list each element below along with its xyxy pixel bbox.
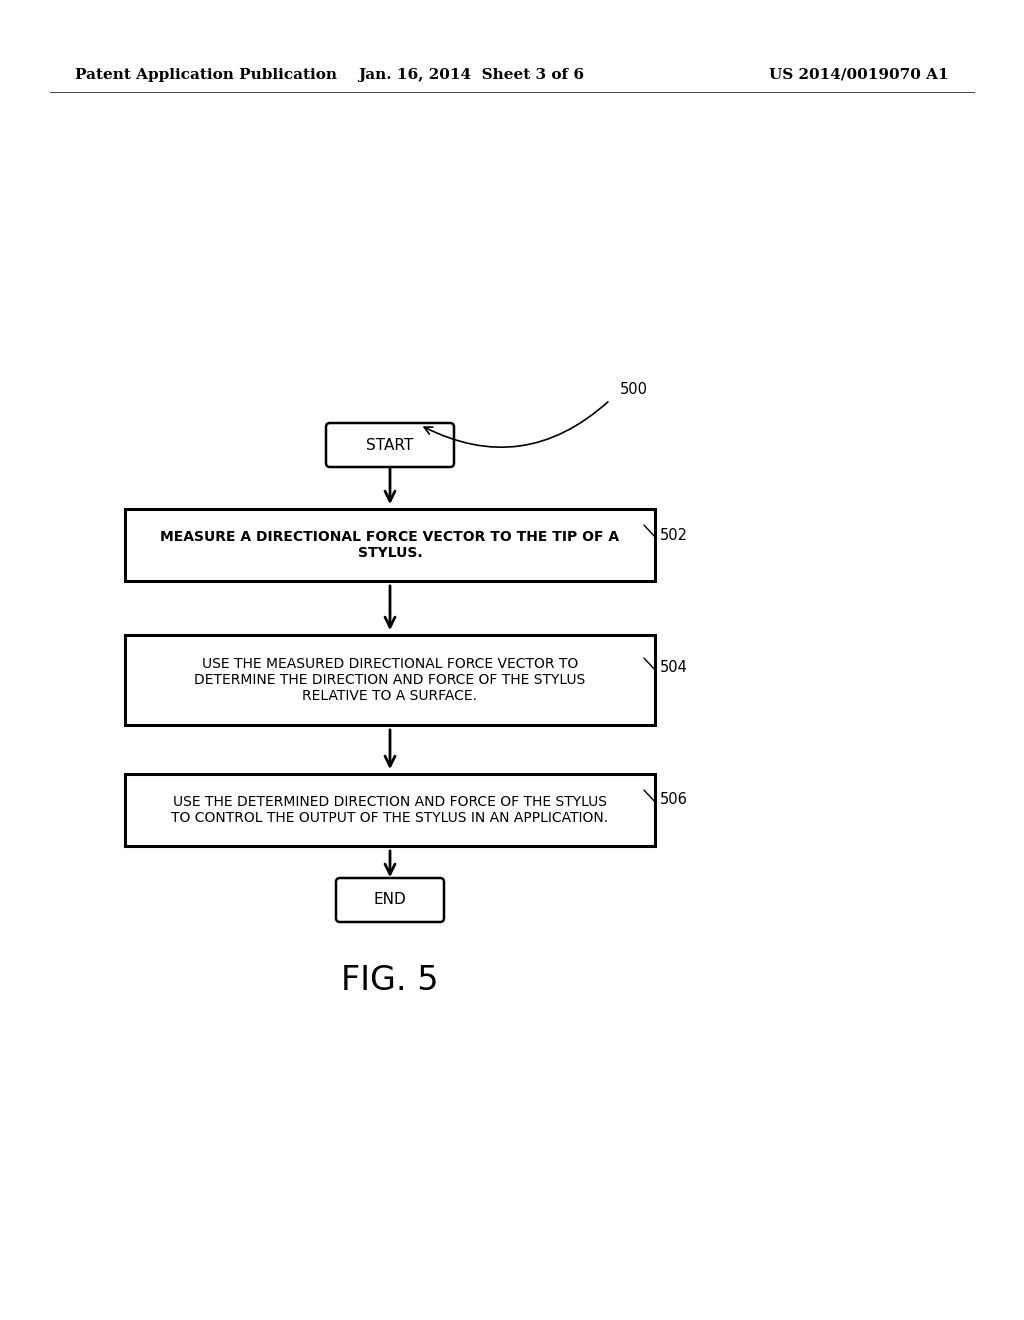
- Text: START: START: [367, 437, 414, 453]
- Text: Jan. 16, 2014  Sheet 3 of 6: Jan. 16, 2014 Sheet 3 of 6: [358, 69, 584, 82]
- Text: 506: 506: [660, 792, 688, 808]
- Bar: [125, 635, 655, 725]
- FancyBboxPatch shape: [336, 878, 444, 921]
- Text: USE THE MEASURED DIRECTIONAL FORCE VECTOR TO
DETERMINE THE DIRECTION AND FORCE O: USE THE MEASURED DIRECTIONAL FORCE VECTO…: [195, 657, 586, 704]
- FancyBboxPatch shape: [326, 422, 454, 467]
- Text: 504: 504: [660, 660, 688, 676]
- Text: END: END: [374, 892, 407, 908]
- Text: 500: 500: [620, 383, 648, 397]
- Bar: [125, 774, 655, 846]
- Text: MEASURE A DIRECTIONAL FORCE VECTOR TO THE TIP OF A
STYLUS.: MEASURE A DIRECTIONAL FORCE VECTOR TO TH…: [161, 529, 620, 560]
- Text: 502: 502: [660, 528, 688, 543]
- FancyArrowPatch shape: [424, 401, 608, 447]
- Text: Patent Application Publication: Patent Application Publication: [75, 69, 337, 82]
- Bar: [125, 510, 655, 581]
- Text: USE THE DETERMINED DIRECTION AND FORCE OF THE STYLUS
TO CONTROL THE OUTPUT OF TH: USE THE DETERMINED DIRECTION AND FORCE O…: [171, 795, 608, 825]
- Text: FIG. 5: FIG. 5: [341, 964, 438, 997]
- Text: US 2014/0019070 A1: US 2014/0019070 A1: [769, 69, 949, 82]
